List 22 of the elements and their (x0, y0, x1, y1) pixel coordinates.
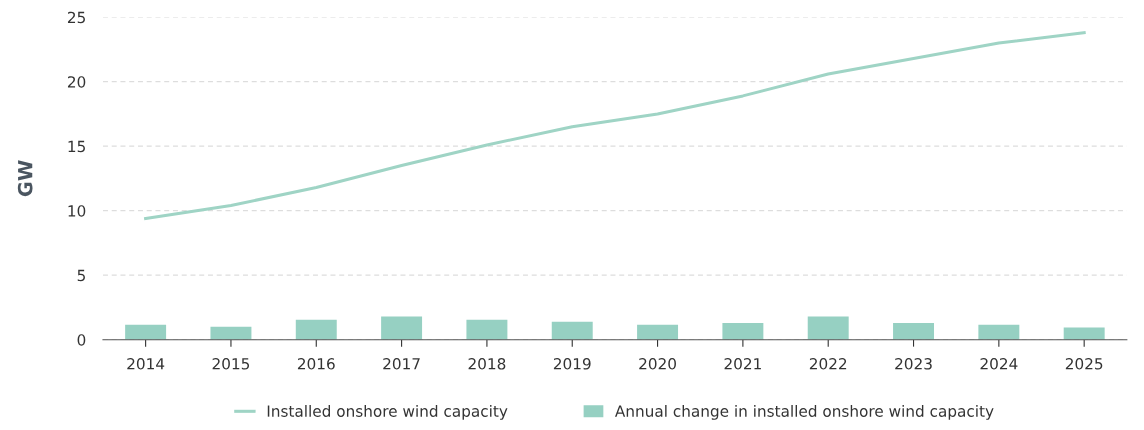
x-tick-label: 2020 (639, 358, 676, 370)
x-tick-label: 2019 (553, 358, 591, 370)
x-tick-label: 2025 (1065, 358, 1103, 370)
x-tick-label: 2024 (980, 358, 1018, 370)
x-tick-label: 2016 (297, 358, 335, 370)
y-tick-label: 5 (77, 269, 85, 282)
x-tick-label: 2023 (895, 358, 932, 370)
x-tick-label: 2022 (809, 358, 847, 370)
x-tick-label: 2014 (127, 358, 165, 370)
y-tick-label: 25 (67, 11, 85, 24)
y-axis-title: GW (17, 160, 33, 197)
x-tick-label: 2015 (212, 358, 250, 370)
x-tick-label: 2021 (724, 358, 761, 370)
x-tick-label: 2017 (383, 358, 420, 370)
y-tick-label: 10 (68, 205, 86, 217)
line-series (144, 31, 1086, 220)
y-tick-label: 15 (68, 140, 85, 153)
y-tick-label: 0 (77, 334, 86, 346)
legend-label: Annual change in installed onshore wind capacity (614, 405, 994, 420)
x-tick-label: 2018 (468, 358, 506, 370)
legend-label: Installed onshore wind capacity (267, 405, 508, 420)
y-tick-label: 20 (67, 76, 86, 88)
